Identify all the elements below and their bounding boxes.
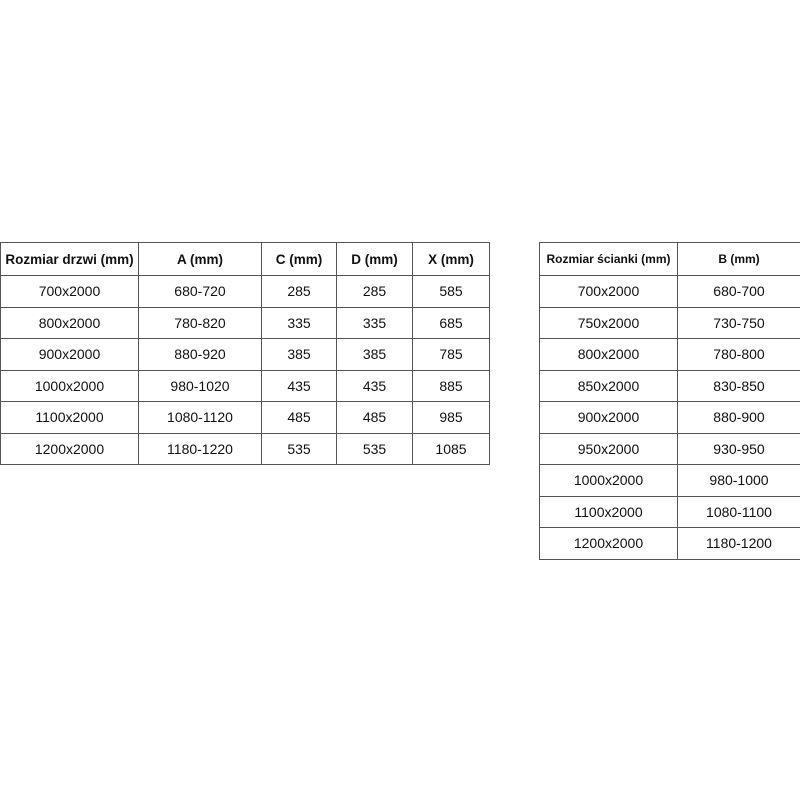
table-row: 700x2000 680-720 285 285 585: [0, 275, 490, 308]
table-cell: 980-1000: [677, 464, 800, 497]
table-row: 1100x2000 1080-1120 485 485 985: [0, 401, 490, 434]
table-cell: 700x2000: [539, 275, 678, 308]
table-cell: 585: [412, 275, 490, 308]
table-cell: 750x2000: [539, 306, 678, 339]
table-cell: 1200x2000: [539, 527, 678, 560]
table-row: 800x2000 780-820 335 335 685: [0, 306, 490, 339]
table-row: 800x2000 780-800: [539, 338, 800, 371]
table-cell: 880-920: [138, 338, 262, 371]
table-row: 750x2000 730-750: [539, 306, 800, 339]
table-cell: 730-750: [677, 306, 800, 339]
table-cell: 900x2000: [539, 401, 678, 434]
table-cell: 385: [261, 338, 337, 371]
header-row: Rozmiar ścianki (mm) B (mm): [539, 242, 800, 276]
table-cell: 930-950: [677, 432, 800, 465]
table-cell: 785: [412, 338, 490, 371]
table-cell: 700x2000: [0, 275, 139, 308]
table-cell: 1080-1120: [138, 401, 262, 434]
column-header: D (mm): [336, 242, 413, 276]
table-cell: 950x2000: [539, 432, 678, 465]
table-row: 700x2000 680-700: [539, 275, 800, 308]
table-cell: 1180-1200: [677, 527, 800, 560]
table-cell: 485: [336, 401, 413, 434]
column-header: C (mm): [261, 242, 337, 276]
table-cell: 830-850: [677, 369, 800, 402]
header-row: Rozmiar drzwi (mm) A (mm) C (mm) D (mm) X (m…: [0, 242, 490, 276]
column-header: Rozmiar ścianki (mm): [539, 242, 678, 276]
table-row: 1200x2000 1180-1200: [539, 527, 800, 560]
table-cell: 780-800: [677, 338, 800, 371]
table-cell: 680-700: [677, 275, 800, 308]
table-cell: 1180-1220: [138, 432, 262, 465]
table-cell: 285: [261, 275, 337, 308]
table-row: 900x2000 880-920 385 385 785: [0, 338, 490, 371]
table-row: 950x2000 930-950: [539, 432, 800, 465]
table-cell: 800x2000: [539, 338, 678, 371]
table-row: 850x2000 830-850: [539, 369, 800, 402]
table-cell: 900x2000: [0, 338, 139, 371]
table-row: 900x2000 880-900: [539, 401, 800, 434]
table-row: 1000x2000 980-1000: [539, 464, 800, 497]
table-cell: 850x2000: [539, 369, 678, 402]
table-cell: 685: [412, 306, 490, 339]
column-header: Rozmiar drzwi (mm): [0, 242, 139, 276]
table-cell: 985: [412, 401, 490, 434]
table-cell: 885: [412, 369, 490, 402]
column-header: X (mm): [412, 242, 490, 276]
wall-size-table: Rozmiar ścianki (mm) B (mm) 700x2000 680-70…: [539, 242, 800, 560]
table-cell: 535: [261, 432, 337, 465]
table-cell: 535: [336, 432, 413, 465]
table-cell: 335: [336, 306, 413, 339]
table-cell: 680-720: [138, 275, 262, 308]
column-header: B (mm): [677, 242, 800, 276]
table-cell: 385: [336, 338, 413, 371]
table-cell: 1000x2000: [539, 464, 678, 497]
table-cell: 435: [336, 369, 413, 402]
table-cell: 485: [261, 401, 337, 434]
table-cell: 1100x2000: [0, 401, 139, 434]
table-cell: 980-1020: [138, 369, 262, 402]
table-row: 1100x2000 1080-1100: [539, 495, 800, 528]
table-cell: 800x2000: [0, 306, 139, 339]
table-cell: 1200x2000: [0, 432, 139, 465]
table-cell: 335: [261, 306, 337, 339]
table-cell: 435: [261, 369, 337, 402]
table-row: 1200x2000 1180-1220 535 535 1085: [0, 432, 490, 465]
table-cell: 1080-1100: [677, 495, 800, 528]
table-cell: 285: [336, 275, 413, 308]
table-cell: 1100x2000: [539, 495, 678, 528]
table-row: 1000x2000 980-1020 435 435 885: [0, 369, 490, 402]
table-cell: 1085: [412, 432, 490, 465]
door-size-table: Rozmiar drzwi (mm) A (mm) C (mm) D (mm) X (m…: [0, 242, 490, 465]
table-cell: 880-900: [677, 401, 800, 434]
table-cell: 780-820: [138, 306, 262, 339]
table-cell: 1000x2000: [0, 369, 139, 402]
column-header: A (mm): [138, 242, 262, 276]
